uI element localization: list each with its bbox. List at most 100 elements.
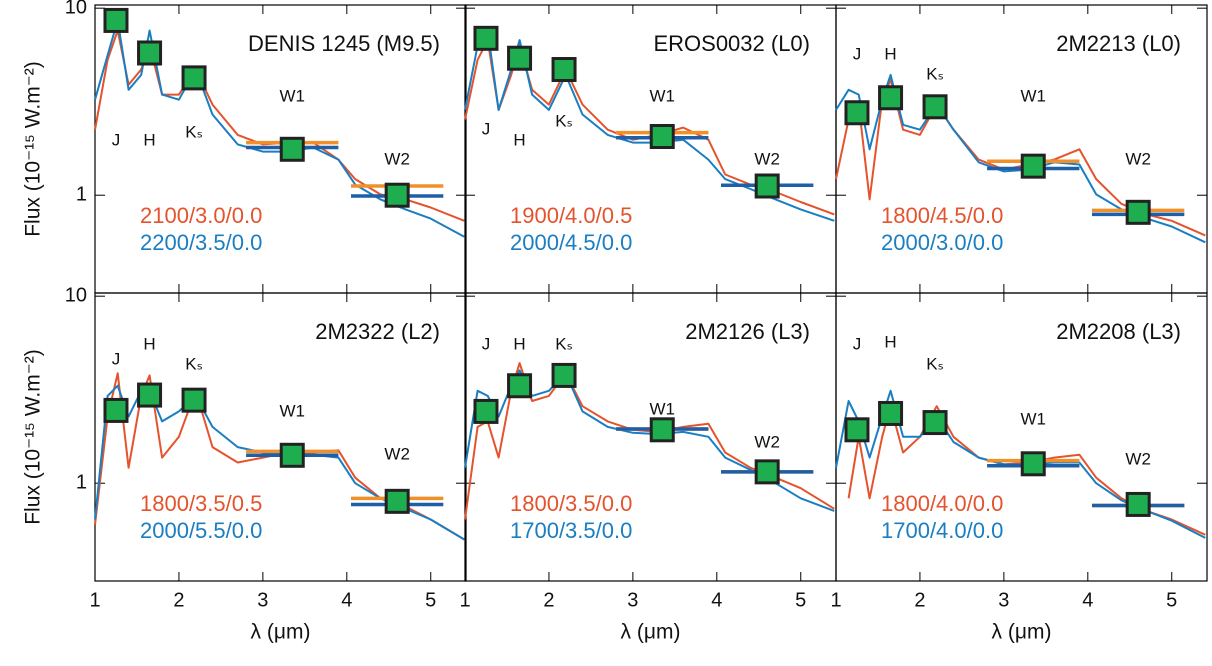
x-tick-label: 4 xyxy=(1082,589,1093,611)
band-label: W1 xyxy=(1021,409,1047,428)
photometry-point xyxy=(384,182,410,208)
band-label: Kₛ xyxy=(185,354,203,373)
x-tick-label: 3 xyxy=(257,589,268,611)
panel-frame xyxy=(94,292,467,582)
x-tick-label: 2 xyxy=(173,589,184,611)
y-tick-label: 1 xyxy=(76,183,87,205)
band-label: H xyxy=(513,130,525,149)
spectrum-line xyxy=(464,362,835,520)
y-tick-label: 10 xyxy=(65,0,87,18)
band-label: Kₛ xyxy=(555,111,573,130)
photometry-point xyxy=(181,65,207,91)
x-axis-label: λ (μm) xyxy=(251,621,311,644)
model-label: 1800/4.0/0.0 xyxy=(881,491,1003,516)
photometry-point xyxy=(1125,199,1151,225)
x-tick-label: 4 xyxy=(341,589,352,611)
photometry-point xyxy=(649,124,675,150)
model-label: 2000/5.5/0.0 xyxy=(140,518,262,543)
band-label: J xyxy=(853,334,862,353)
x-tick-label: 2 xyxy=(543,589,554,611)
y-axis-label: Flux (10⁻¹⁵ W.m⁻²) xyxy=(22,61,45,237)
photometry-point xyxy=(137,382,163,408)
photometry-point xyxy=(279,442,305,468)
model-label: 1700/4.0/0.0 xyxy=(881,518,1003,543)
x-tick-label: 1 xyxy=(89,589,100,611)
band-label: W2 xyxy=(754,149,780,168)
x-tick-label: 4 xyxy=(711,589,722,611)
band-label: W1 xyxy=(280,86,306,105)
photometry-point xyxy=(507,373,533,399)
model-label: 1800/4.5/0.0 xyxy=(881,203,1003,228)
y-axis-label: Flux (10⁻¹⁵ W.m⁻²) xyxy=(22,349,45,525)
photometry-point xyxy=(922,410,948,436)
photometry-point xyxy=(551,57,577,83)
model-label: 2000/4.5/0.0 xyxy=(510,230,632,255)
model-label: 1800/3.5/0.0 xyxy=(510,491,632,516)
x-tick-label: 2 xyxy=(914,589,925,611)
photometry-point xyxy=(754,459,780,485)
spectrum-line xyxy=(464,29,835,222)
photometry-point xyxy=(507,45,533,71)
photometry-point xyxy=(137,40,163,66)
photometry-point xyxy=(649,417,675,443)
band-label: J xyxy=(112,349,121,368)
band-label: W2 xyxy=(384,149,410,168)
band-label: J xyxy=(112,130,121,149)
band-label: W2 xyxy=(754,432,780,451)
x-tick-label: 5 xyxy=(1166,589,1177,611)
photometry-point xyxy=(279,136,305,162)
band-label: H xyxy=(143,334,155,353)
model-label: 1700/3.5/0.0 xyxy=(510,518,632,543)
band-label: W1 xyxy=(280,401,306,420)
spectrum-line xyxy=(94,29,465,222)
panel-title: 2M2208 (L3) xyxy=(1056,319,1181,344)
band-label: W1 xyxy=(650,399,676,418)
photometry-point xyxy=(103,7,129,33)
y-tick-label: 10 xyxy=(65,284,87,306)
panel-title: 2M2322 (L2) xyxy=(315,319,440,344)
band-label: Kₛ xyxy=(185,122,203,141)
band-label: J xyxy=(482,119,491,138)
x-axis-label: λ (μm) xyxy=(621,621,681,644)
y-tick-label: 1 xyxy=(76,471,87,493)
photometry-point xyxy=(844,100,870,126)
model-label: 2100/3.0/0.0 xyxy=(140,203,262,228)
spectrum-line xyxy=(835,389,1206,539)
band-label: W2 xyxy=(1125,449,1151,468)
x-tick-label: 5 xyxy=(795,589,806,611)
band-label: H xyxy=(884,44,896,63)
spectrum-line xyxy=(835,73,1206,244)
band-label: W1 xyxy=(650,86,676,105)
panel-title: 2M2213 (L0) xyxy=(1056,31,1181,56)
x-tick-label: 1 xyxy=(459,589,470,611)
band-label: W2 xyxy=(384,444,410,463)
photometry-point xyxy=(922,94,948,120)
model-label: 2000/3.0/0.0 xyxy=(881,230,1003,255)
band-label: J xyxy=(482,334,491,353)
band-label: J xyxy=(853,44,862,63)
panel-title: EROS0032 (L0) xyxy=(653,31,810,56)
x-tick-label: 1 xyxy=(830,589,841,611)
band-label: W1 xyxy=(1021,86,1047,105)
panel-frame xyxy=(835,292,1208,582)
x-tick-label: 3 xyxy=(627,589,638,611)
x-tick-label: 5 xyxy=(425,589,436,611)
photometry-point xyxy=(1020,153,1046,179)
band-label: Kₛ xyxy=(555,334,573,353)
band-label: H xyxy=(143,130,155,149)
photometry-point xyxy=(551,362,577,388)
band-label: H xyxy=(884,332,896,351)
model-label: 2200/3.5/0.0 xyxy=(140,230,262,255)
photometry-point xyxy=(473,25,499,51)
photometry-point xyxy=(878,85,904,111)
band-label: H xyxy=(513,334,525,353)
photometry-point xyxy=(384,488,410,514)
panel-title: DENIS 1245 (M9.5) xyxy=(248,31,440,56)
photometry-point xyxy=(103,397,129,423)
model-label: 1800/3.5/0.5 xyxy=(140,491,262,516)
photometry-point xyxy=(754,173,780,199)
photometry-point xyxy=(1125,491,1151,517)
band-label: W2 xyxy=(1125,149,1151,168)
x-axis-label: λ (μm) xyxy=(992,621,1052,644)
